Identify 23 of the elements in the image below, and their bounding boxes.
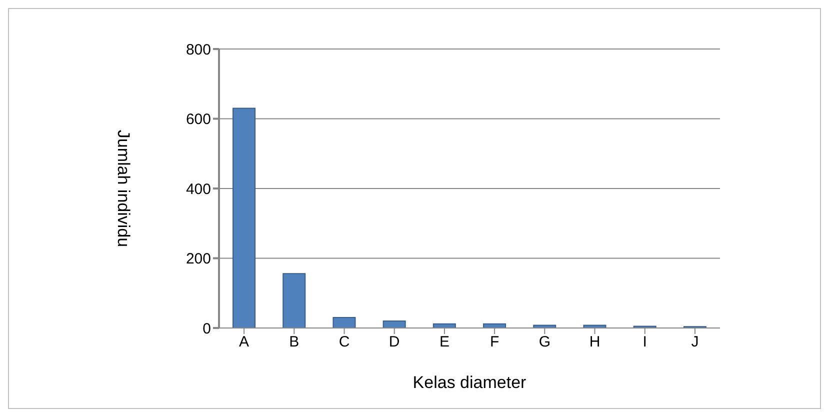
x-tick-label: I [642,334,647,351]
y-tick-label: 200 [186,250,211,268]
y-tick-label: 800 [186,41,211,58]
bar [382,320,406,328]
bar [583,324,606,328]
x-tick-label: B [289,334,300,351]
bar [282,273,306,328]
x-tick-label: G [538,334,550,351]
y-tick-label: 400 [186,180,211,198]
x-tick-label: A [239,334,250,351]
y-tick-label: 0 [202,320,211,338]
bar [232,108,256,328]
x-axis-title: Kelas diameter [412,373,527,392]
bar [332,317,356,328]
bar [533,324,556,328]
x-tick-label: E [439,334,450,351]
y-axis-title: Jumlah individu [114,130,133,248]
x-tick-label: F [490,334,500,351]
x-tick-label: J [691,334,699,351]
y-tick-label: 600 [186,111,211,128]
x-tick-label: D [388,334,400,351]
x-tick-label: H [589,334,600,351]
x-tick-label: C [338,334,350,351]
